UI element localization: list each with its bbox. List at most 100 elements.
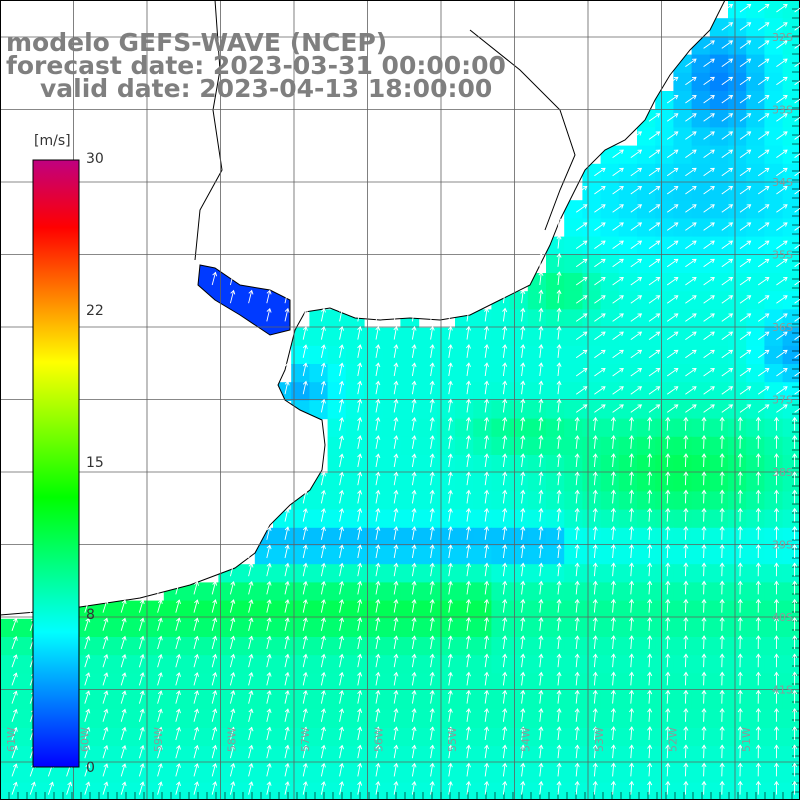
field-cell (782, 0, 800, 19)
field-cell (764, 564, 784, 583)
wind-arrow (520, 653, 526, 668)
field-cell (782, 527, 800, 547)
wind-arrow (556, 289, 562, 304)
wind-arrow (465, 489, 471, 504)
wind-arrow (665, 653, 671, 668)
wind-arrow (465, 617, 471, 631)
field-cell (127, 782, 147, 800)
wind-arrow (666, 95, 679, 104)
field-cell (491, 509, 511, 529)
wind-arrow (375, 435, 381, 449)
field-cell (473, 764, 492, 784)
field-cell (691, 491, 711, 511)
field-cell (546, 327, 565, 347)
wind-arrow (484, 598, 490, 613)
field-cell (527, 564, 547, 583)
wind-arrow (610, 416, 616, 431)
field-cell (491, 564, 511, 583)
wind-arrow (719, 598, 725, 613)
field-cell (728, 455, 747, 474)
wind-arrow (610, 671, 616, 686)
wind-arrow (393, 380, 399, 395)
wind-arrow (138, 690, 145, 704)
wind-arrow (792, 489, 798, 504)
wind-arrow (447, 708, 453, 722)
wind-arrow (666, 349, 679, 359)
wind-arrow (556, 453, 562, 468)
lon-label: 51W (740, 727, 753, 752)
wind-arrow (411, 362, 417, 377)
wind-arrow (411, 435, 417, 449)
wind-arrow (375, 380, 381, 395)
field-cell (309, 491, 329, 511)
wind-arrow (629, 507, 635, 522)
field-cell (109, 691, 128, 711)
wind-arrow (648, 240, 661, 249)
wind-arrow (556, 398, 562, 413)
wind-arrow (538, 780, 544, 795)
field-cell (509, 455, 529, 474)
field-cell (637, 673, 656, 693)
wind-arrow (630, 386, 643, 395)
wind-arrow (375, 416, 381, 431)
field-cell (709, 455, 729, 474)
wind-arrow (703, 386, 715, 395)
lon-label: 58W (226, 727, 239, 752)
field-cell (709, 728, 729, 747)
wind-arrow (120, 781, 127, 795)
wind-arrow (266, 763, 272, 777)
field-cell (327, 691, 347, 711)
wind-arrow (685, 149, 697, 158)
field-cell (746, 527, 765, 547)
wind-arrow (701, 653, 707, 668)
wind-arrow (302, 508, 308, 522)
wind-arrow (211, 653, 218, 668)
wind-arrow (721, 95, 734, 104)
wind-arrow (484, 362, 490, 377)
field-cell (455, 709, 474, 729)
wind-arrow (703, 76, 715, 86)
wind-arrow (575, 313, 588, 322)
field-cell (782, 418, 800, 438)
wind-arrow (411, 526, 417, 540)
field-cell (455, 673, 474, 693)
field-cell (455, 436, 474, 456)
wind-arrow (193, 617, 200, 631)
field-cell (382, 364, 401, 383)
wind-arrow (612, 186, 624, 195)
wind-arrow (465, 780, 471, 795)
wind-arrow (484, 580, 490, 595)
wind-arrow (774, 635, 779, 650)
field-cell (400, 527, 420, 547)
wind-arrow (701, 744, 707, 759)
wind-arrow (538, 544, 544, 559)
wind-arrow (629, 744, 635, 759)
field-cell (637, 600, 656, 620)
wind-arrow (739, 331, 752, 340)
wind-arrow (592, 580, 598, 595)
wind-arrow (11, 781, 18, 795)
field-cell (600, 637, 620, 656)
field-cell (400, 509, 420, 529)
wind-arrow (666, 277, 679, 286)
wind-arrow (193, 781, 200, 795)
field-cell (473, 527, 492, 547)
field-cell (382, 327, 401, 347)
wind-arrow (629, 489, 635, 504)
wind-arrow (320, 708, 326, 722)
wind-arrow (484, 617, 490, 631)
wind-arrow (594, 258, 606, 268)
wind-arrow (429, 544, 435, 559)
field-cell (764, 473, 784, 492)
wind-arrow (737, 616, 743, 631)
field-cell (54, 782, 74, 800)
field-cell (691, 782, 711, 800)
wind-arrow (739, 40, 752, 49)
field-cell (527, 436, 547, 456)
field-cell (618, 746, 638, 765)
wind-arrow (520, 398, 526, 413)
field-cell (564, 327, 583, 347)
wind-arrow (666, 295, 679, 304)
lon-label: 59W (152, 727, 165, 752)
wind-arrow (792, 689, 798, 704)
